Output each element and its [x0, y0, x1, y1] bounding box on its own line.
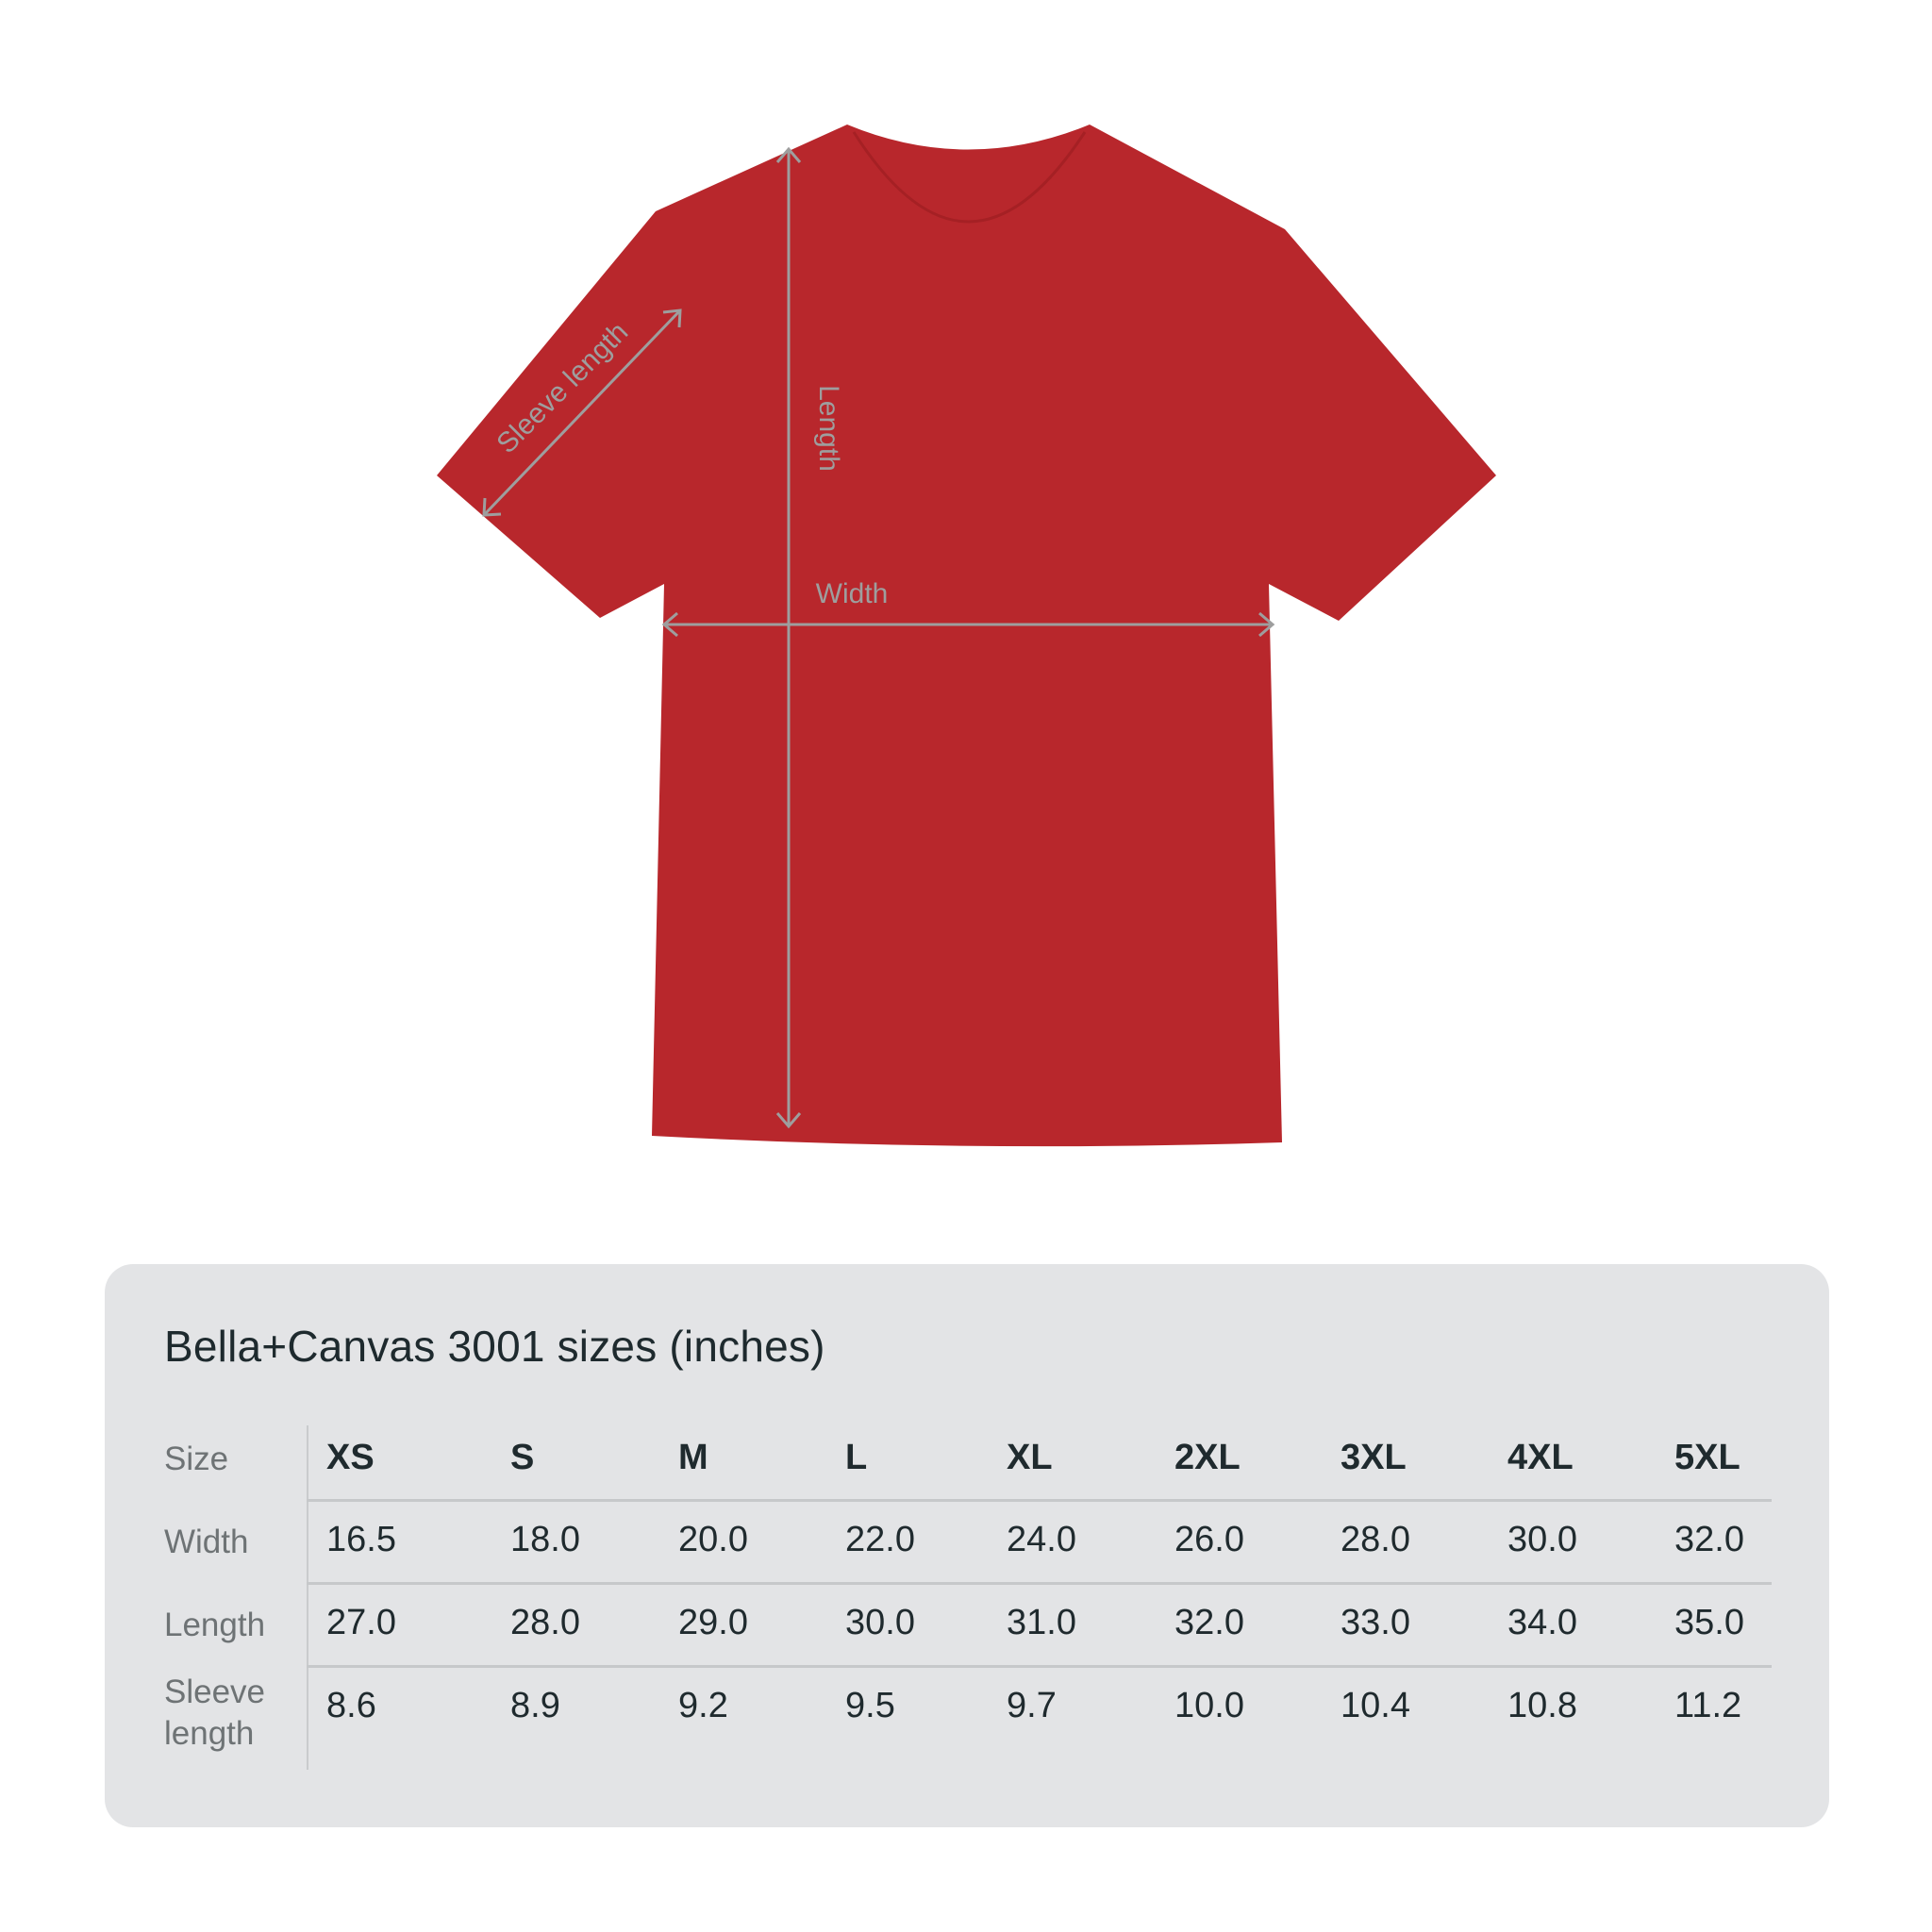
- sleeve-length-cell: 10.0: [1174, 1686, 1244, 1725]
- sleeve-arrow-head-bottom: [482, 497, 502, 517]
- width-cell: 20.0: [678, 1520, 748, 1559]
- width-label: Width: [816, 578, 889, 609]
- size-header-cell: S: [510, 1438, 535, 1477]
- length-cell: 31.0: [1007, 1603, 1076, 1642]
- row-label-sleeve-length: Sleeve length: [164, 1672, 265, 1755]
- row-label-width: Width: [164, 1524, 249, 1560]
- row-divider: [307, 1665, 1772, 1668]
- column-divider: [307, 1425, 308, 1770]
- sleeve-length-cell: 10.4: [1341, 1686, 1410, 1725]
- size-chart-panel: Bella+Canvas 3001 sizes (inches) Size Wi…: [105, 1264, 1829, 1827]
- size-header-cell: 4XL: [1507, 1438, 1574, 1477]
- sleeve-length-cell: 9.5: [845, 1686, 895, 1725]
- width-cell: 28.0: [1341, 1520, 1410, 1559]
- length-label: Length: [813, 385, 844, 472]
- length-cell: 29.0: [678, 1603, 748, 1642]
- row-label-size: Size: [164, 1441, 229, 1477]
- length-cell: 32.0: [1174, 1603, 1244, 1642]
- size-chart-title: Bella+Canvas 3001 sizes (inches): [164, 1322, 825, 1371]
- length-arrow-head-bottom: [775, 1112, 802, 1129]
- row-label-length: Length: [164, 1607, 266, 1643]
- length-cell: 34.0: [1507, 1603, 1577, 1642]
- row-divider: [307, 1499, 1772, 1502]
- size-header-cell: 2XL: [1174, 1438, 1241, 1477]
- width-cell: 30.0: [1507, 1520, 1577, 1559]
- sleeve-length-cell: 9.2: [678, 1686, 728, 1725]
- tshirt-shape: [437, 125, 1496, 1147]
- width-arrow-head-right: [1258, 611, 1275, 638]
- sleeve-arrow: [482, 308, 682, 517]
- width-cell: 24.0: [1007, 1520, 1076, 1559]
- sleeve-length-cell: 10.8: [1507, 1686, 1577, 1725]
- size-header-cell: XL: [1007, 1438, 1053, 1477]
- length-cell: 35.0: [1674, 1603, 1744, 1642]
- size-header-cell: L: [845, 1438, 868, 1477]
- collar-seam: [852, 131, 1087, 224]
- size-header-cell: M: [678, 1438, 708, 1477]
- row-divider: [307, 1582, 1772, 1585]
- width-cell: 22.0: [845, 1520, 915, 1559]
- row-label-sleeve-line1: Sleeve: [164, 1674, 266, 1710]
- width-cell: 32.0: [1674, 1520, 1744, 1559]
- length-cell: 28.0: [510, 1603, 580, 1642]
- sleeve-length-cell: 11.2: [1674, 1686, 1742, 1725]
- tshirt-diagram: Length Width Sleeve length: [437, 125, 1496, 1147]
- length-cell: 27.0: [326, 1603, 396, 1642]
- size-header-cell: 5XL: [1674, 1438, 1740, 1477]
- length-arrow-head-top: [775, 146, 802, 163]
- width-arrow-head-left: [661, 611, 678, 638]
- size-header-cell: XS: [326, 1438, 375, 1477]
- sleeve-arrow-head-top: [662, 308, 682, 328]
- length-cell: 30.0: [845, 1603, 915, 1642]
- size-header-cell: 3XL: [1341, 1438, 1407, 1477]
- sleeve-length-cell: 8.6: [326, 1686, 376, 1725]
- row-label-sleeve-line2: length: [164, 1715, 255, 1752]
- width-cell: 18.0: [510, 1520, 580, 1559]
- width-cell: 16.5: [326, 1520, 396, 1559]
- sleeve-length-cell: 9.7: [1007, 1686, 1057, 1725]
- width-cell: 26.0: [1174, 1520, 1244, 1559]
- sleeve-length-cell: 8.9: [510, 1686, 560, 1725]
- length-cell: 33.0: [1341, 1603, 1410, 1642]
